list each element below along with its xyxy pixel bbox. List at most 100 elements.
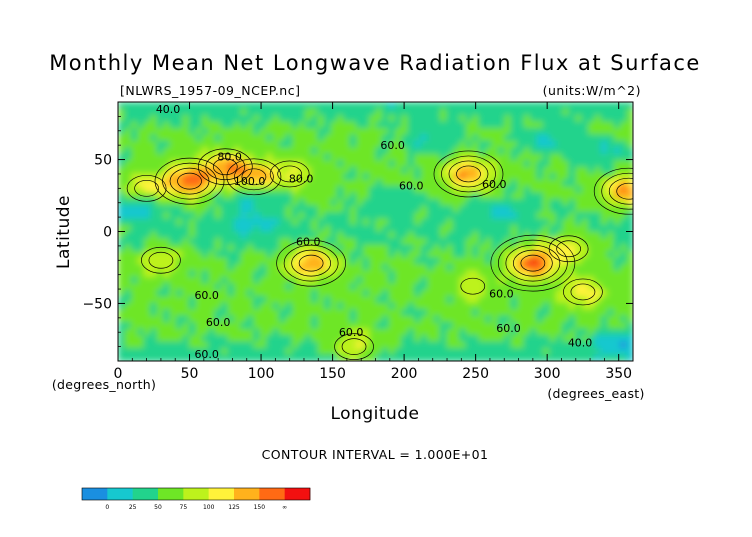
y-tick-label: 0	[103, 225, 112, 241]
heatmap-cell	[298, 134, 306, 142]
heatmap-cell	[581, 270, 589, 278]
heatmap-cell	[510, 225, 518, 233]
heatmap-cell	[188, 160, 196, 168]
heatmap-cell	[626, 127, 633, 135]
hotspot-contour	[134, 179, 159, 197]
heatmap-cell	[497, 218, 505, 226]
heatmap-cell	[587, 302, 595, 310]
heatmap-cell	[620, 179, 628, 187]
heatmap-cell	[452, 231, 460, 239]
heatmap-cell	[478, 192, 486, 200]
heatmap-cell	[555, 179, 563, 187]
heatmap-cell	[278, 153, 286, 161]
heatmap-cell	[285, 205, 293, 213]
heatmap-cell	[362, 309, 370, 317]
heatmap-cell	[388, 192, 396, 200]
heatmap-cell	[562, 121, 570, 129]
heatmap-cell	[587, 257, 595, 265]
heatmap-cell	[150, 270, 158, 278]
heatmap-cell	[401, 166, 409, 174]
heatmap-cell	[272, 335, 280, 343]
heatmap-cell	[272, 218, 280, 226]
heatmap-cell	[446, 231, 454, 239]
heatmap-cell	[227, 212, 235, 220]
heatmap-cell	[266, 114, 274, 123]
hotspot-contour	[234, 163, 274, 191]
heatmap-cell	[626, 283, 633, 291]
heatmap-cell	[246, 166, 254, 174]
heatmap-cell	[285, 231, 293, 239]
heatmap-cell	[446, 199, 454, 207]
heatmap-cell	[555, 315, 563, 323]
heatmap-cell	[478, 199, 486, 207]
heatmap-cell	[362, 335, 370, 343]
heatmap-cell	[343, 302, 351, 310]
heatmap-cell	[484, 244, 492, 252]
heatmap-cell	[497, 270, 505, 278]
heatmap-cell	[156, 199, 164, 207]
heatmap-cell	[201, 283, 209, 291]
heatmap-cell	[221, 153, 229, 161]
heatmap-cell	[356, 134, 364, 142]
heatmap-cell	[362, 199, 370, 207]
heatmap-cell	[188, 179, 196, 187]
hotspot-contour	[608, 177, 633, 205]
heatmap-cell	[613, 218, 621, 226]
heatmap-cell	[504, 179, 512, 187]
heatmap-cell	[620, 276, 628, 284]
heatmap-cell	[240, 309, 248, 317]
heatmap-cell	[362, 354, 370, 361]
heatmap-cell	[600, 315, 608, 323]
heatmap-cell	[497, 160, 505, 168]
heatmap-cell	[491, 263, 499, 271]
heatmap-cell	[607, 147, 615, 155]
heatmap-cell	[259, 218, 267, 226]
heatmap-cell	[465, 199, 473, 207]
heatmap-cell	[587, 108, 595, 116]
heatmap-cell	[587, 322, 595, 330]
heatmap-cell	[150, 102, 158, 110]
contour-label: 80.0	[217, 151, 242, 164]
heatmap-cell	[536, 348, 544, 356]
colorbar-swatch	[82, 488, 108, 500]
heatmap-cell	[594, 153, 602, 161]
heatmap-cell	[530, 134, 538, 142]
heatmap-cell	[523, 108, 531, 116]
heatmap-cell	[607, 205, 615, 213]
heatmap-cell	[491, 244, 499, 252]
heatmap-cell	[401, 309, 409, 317]
heatmap-cell	[504, 225, 512, 233]
heatmap-cell	[401, 283, 409, 291]
heatmap-cell	[291, 231, 299, 239]
heatmap-cell	[362, 153, 370, 161]
heatmap-cell	[472, 250, 480, 258]
heatmap-cell	[259, 315, 267, 323]
heatmap-cell	[311, 140, 319, 148]
heatmap-cell	[439, 199, 447, 207]
heatmap-cell	[188, 108, 196, 116]
heatmap-cell	[600, 225, 608, 233]
heatmap-cell	[369, 302, 377, 310]
heatmap-cell	[143, 276, 151, 284]
heatmap-cell	[259, 341, 267, 349]
heatmap-cell	[555, 192, 563, 200]
heatmap-cell	[504, 192, 512, 200]
heatmap-cell	[536, 166, 544, 174]
heatmap-cell	[472, 244, 480, 252]
heatmap-cell	[427, 302, 435, 310]
heatmap-cell	[530, 250, 538, 258]
contour-label: 40.0	[156, 103, 181, 116]
heatmap-cell	[452, 218, 460, 226]
heatmap-cell	[246, 276, 254, 284]
heatmap-cell	[594, 283, 602, 291]
heatmap-cell	[124, 121, 132, 129]
heatmap-cell	[452, 328, 460, 336]
heatmap-cell	[600, 263, 608, 271]
heatmap-cell	[118, 199, 126, 207]
heatmap-cell	[620, 250, 628, 258]
heatmap-cell	[504, 263, 512, 271]
heatmap-cell	[182, 296, 190, 304]
heatmap-cell	[594, 114, 602, 123]
heatmap-cell	[407, 309, 415, 317]
heatmap-cell	[285, 134, 293, 142]
